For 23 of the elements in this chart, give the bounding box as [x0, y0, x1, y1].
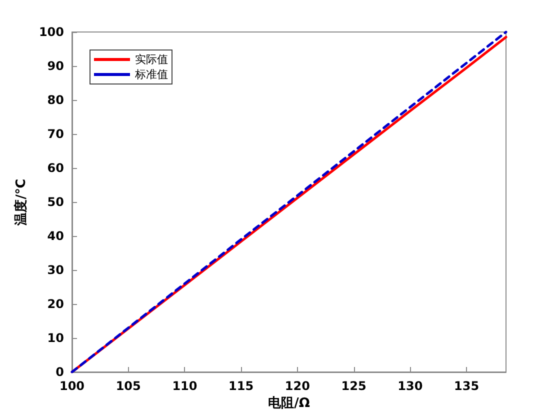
y-axis-title: 温度/℃ — [13, 178, 30, 226]
x-tick-label: 100 — [59, 379, 85, 393]
y-tick-label: 30 — [47, 263, 64, 277]
legend-label: 实际值 — [135, 53, 168, 66]
legend-label: 标准值 — [134, 68, 168, 81]
x-tick-label: 135 — [454, 379, 480, 393]
x-tick-label: 110 — [172, 379, 198, 393]
y-tick-label: 60 — [47, 161, 64, 175]
y-tick-label: 100 — [38, 25, 64, 39]
y-tick-label: 40 — [47, 229, 64, 243]
x-tick-label: 115 — [228, 379, 254, 393]
y-tick-label: 90 — [47, 59, 64, 73]
x-tick-label: 105 — [116, 379, 141, 393]
x-tick-label: 125 — [341, 379, 366, 393]
x-axis-title: 电阻/Ω — [268, 396, 310, 411]
y-tick-label: 10 — [47, 331, 64, 345]
x-tick-label: 130 — [398, 379, 423, 393]
y-tick-label: 80 — [47, 93, 64, 107]
y-tick-label: 50 — [47, 195, 64, 209]
y-tick-label: 70 — [47, 127, 64, 141]
x-tick-label: 120 — [284, 379, 310, 393]
y-tick-label: 0 — [56, 365, 64, 379]
y-tick-label: 20 — [47, 297, 64, 311]
